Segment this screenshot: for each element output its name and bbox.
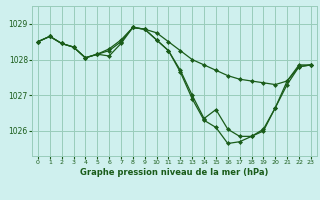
X-axis label: Graphe pression niveau de la mer (hPa): Graphe pression niveau de la mer (hPa) <box>80 168 268 177</box>
